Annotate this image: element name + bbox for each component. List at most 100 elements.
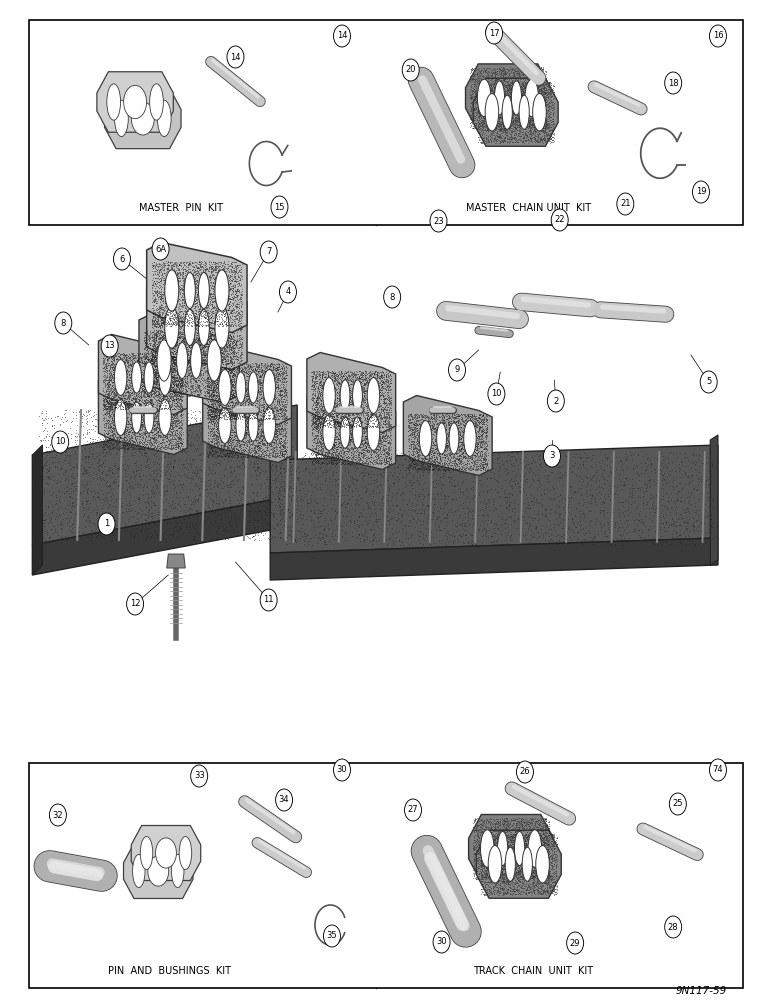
Point <box>171 402 183 418</box>
Point <box>480 118 493 134</box>
Point <box>620 525 632 541</box>
Point <box>334 402 346 418</box>
Point <box>328 411 340 427</box>
Point <box>488 75 500 91</box>
Point <box>171 334 183 350</box>
Point <box>205 342 217 358</box>
Point <box>163 376 175 392</box>
Point <box>527 106 539 122</box>
Point <box>110 356 123 372</box>
Point <box>174 320 187 336</box>
Point <box>153 280 165 296</box>
Point <box>505 869 517 885</box>
Point <box>475 62 487 78</box>
Point <box>208 327 221 343</box>
Point <box>537 98 549 114</box>
Point <box>246 408 259 424</box>
Point <box>435 433 448 449</box>
Point <box>481 96 493 112</box>
Point <box>162 310 174 326</box>
Point <box>158 330 171 346</box>
Point <box>135 438 147 454</box>
Point <box>101 424 113 440</box>
Point <box>151 506 164 522</box>
Point <box>499 79 511 95</box>
Point <box>245 370 257 386</box>
Point <box>414 523 426 539</box>
Point <box>224 327 236 343</box>
Point <box>157 341 170 357</box>
Point <box>489 855 501 871</box>
Point <box>351 441 364 457</box>
Point <box>298 448 310 464</box>
Point <box>126 361 138 377</box>
Point <box>218 425 230 441</box>
Point <box>226 316 239 332</box>
Point <box>542 867 554 883</box>
Point <box>507 121 520 137</box>
Point <box>513 857 526 873</box>
Point <box>478 834 490 850</box>
Point <box>55 520 67 536</box>
Point <box>107 416 119 432</box>
Point <box>301 527 313 543</box>
Point <box>494 861 506 877</box>
Point <box>184 284 196 300</box>
Point <box>269 388 281 404</box>
Point <box>700 469 713 485</box>
Point <box>139 357 151 373</box>
Point <box>327 372 340 388</box>
Point <box>493 846 506 862</box>
Point <box>328 403 340 419</box>
Point <box>500 862 513 878</box>
Point <box>506 107 519 123</box>
Point <box>498 873 510 889</box>
Point <box>120 412 132 428</box>
Point <box>180 270 192 286</box>
Point <box>476 818 489 834</box>
Point <box>208 290 220 306</box>
Point <box>178 373 190 389</box>
Point <box>178 340 190 356</box>
Point <box>471 853 483 869</box>
Point <box>273 403 285 419</box>
Point <box>134 429 146 445</box>
Point <box>137 375 150 391</box>
Point <box>482 827 495 843</box>
Point <box>425 450 438 466</box>
Point <box>466 419 479 435</box>
Point <box>488 827 500 843</box>
Point <box>527 103 540 119</box>
Point <box>235 382 248 398</box>
Point <box>150 336 162 352</box>
Point <box>195 343 208 359</box>
Point <box>339 365 351 381</box>
Point <box>159 310 171 326</box>
Point <box>173 355 185 371</box>
Point <box>198 387 210 403</box>
Point <box>207 303 219 319</box>
Point <box>212 363 225 379</box>
Point <box>320 427 333 443</box>
Point <box>201 435 214 451</box>
Point <box>238 389 250 405</box>
Point <box>169 356 181 372</box>
Point <box>545 837 557 853</box>
Point <box>516 848 528 864</box>
Point <box>164 344 177 360</box>
Point <box>270 369 283 385</box>
Point <box>246 374 259 390</box>
Point <box>150 410 162 426</box>
Point <box>626 483 638 499</box>
Point <box>432 456 445 472</box>
Point <box>179 278 191 294</box>
Point <box>374 417 387 433</box>
Point <box>371 364 383 380</box>
Point <box>177 375 189 391</box>
Point <box>552 465 564 481</box>
Point <box>107 366 119 382</box>
Point <box>211 344 223 360</box>
Point <box>500 116 513 132</box>
Point <box>533 114 545 130</box>
Point <box>512 109 524 125</box>
